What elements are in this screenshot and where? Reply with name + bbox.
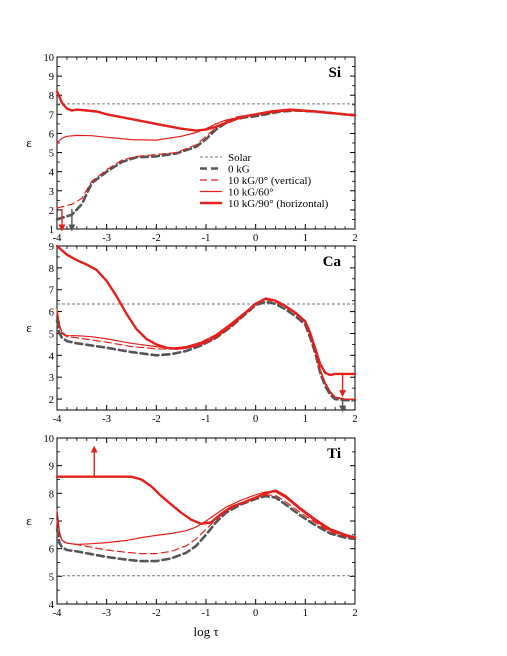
y-tick-label: 7 — [49, 286, 54, 297]
legend-label: 0 kG — [228, 164, 250, 176]
y-tick-label: 9 — [49, 242, 54, 253]
panel-ca: -4 -3 -2 -1 0 1 2 2 3 4 5 6 7 8 9 ε Ca — [26, 242, 357, 425]
y-axis-label: ε — [26, 135, 32, 150]
panel-title: Ti — [327, 446, 341, 462]
y-tick-label: 4 — [49, 351, 55, 362]
series-line-0-kg — [55, 494, 357, 563]
x-tick-label: 1 — [303, 233, 308, 244]
y-tick-label: 5 — [49, 149, 54, 160]
y-tick-label: 10 — [44, 53, 55, 64]
y-tick-label: 4 — [49, 600, 55, 611]
y-tick-label: 6 — [49, 129, 54, 140]
y-tick-label: 8 — [49, 91, 54, 102]
x-tick-label: -1 — [202, 608, 211, 619]
x-tick-label: 2 — [352, 608, 357, 619]
x-axis-label: log τ — [193, 624, 218, 639]
y-tick-label: 6 — [49, 545, 54, 556]
x-tick-label: 1 — [303, 608, 308, 619]
y-tick-label: 10 — [44, 434, 55, 445]
legend-label: 10 kG/90° (horizontal) — [228, 198, 329, 210]
y-tick-label: 5 — [49, 329, 54, 340]
y-tick-label: 8 — [49, 489, 54, 500]
x-tick-label: 1 — [303, 414, 308, 425]
x-tick-label: 2 — [352, 233, 357, 244]
x-tick-label: -1 — [202, 233, 211, 244]
y-tick-label: 5 — [49, 572, 54, 583]
x-tick-label: -3 — [102, 414, 111, 425]
y-tick-label: 3 — [49, 187, 54, 198]
y-tick-label: 1 — [49, 225, 54, 236]
y-tick-label: 9 — [49, 72, 54, 83]
series-line-10-kg-90-horizontal — [55, 475, 357, 539]
y-tick-label: 2 — [49, 206, 54, 217]
x-tick-label: 2 — [352, 414, 357, 425]
series-line-10-kg-90-horizontal — [55, 244, 357, 377]
x-tick-label: 0 — [253, 414, 258, 425]
x-tick-label: -2 — [152, 233, 161, 244]
y-tick-label: 8 — [49, 264, 54, 275]
x-tick-label: -2 — [152, 414, 161, 425]
x-tick-label: -3 — [102, 608, 111, 619]
legend-label: 10 kG/0° (vertical) — [228, 175, 312, 187]
x-tick-label: -3 — [102, 233, 111, 244]
x-tick-label: -1 — [202, 414, 211, 425]
plot-frame — [56, 245, 356, 411]
x-tick-label: 0 — [253, 233, 258, 244]
panel-ti: -4 -3 -2 -1 0 1 2 4 5 6 7 8 9 10 ε Ti — [26, 434, 357, 619]
panel-title: Ca — [323, 254, 342, 270]
y-tick-label: 2 — [49, 395, 54, 406]
y-tick-label: 7 — [49, 110, 54, 121]
x-tick-label: 0 — [253, 608, 258, 619]
y-tick-label: 7 — [49, 517, 54, 528]
x-tick-label: -4 — [53, 608, 62, 619]
x-tick-label: -4 — [53, 233, 62, 244]
series-line-10-kg-0-vertical — [56, 299, 356, 400]
y-axis-label: ε — [26, 513, 32, 528]
panel-title: Si — [328, 65, 341, 81]
x-tick-label: -4 — [53, 414, 62, 425]
series-line-0-kg — [55, 300, 357, 402]
y-tick-label: 9 — [49, 462, 54, 473]
y-tick-label: 6 — [49, 308, 54, 319]
legend-label: Solar — [228, 152, 252, 164]
x-tick-label: -2 — [152, 608, 161, 619]
y-axis-label: ε — [26, 320, 32, 335]
y-tick-label: 4 — [49, 168, 55, 179]
series-line-10-kg-60 — [56, 297, 356, 400]
y-tick-label: 3 — [49, 373, 54, 384]
series-line-10-kg-90-horizontal — [55, 90, 357, 132]
legend-label: 10 kG/60° — [228, 187, 274, 199]
series-line-10-kg-0-vertical — [56, 109, 356, 209]
